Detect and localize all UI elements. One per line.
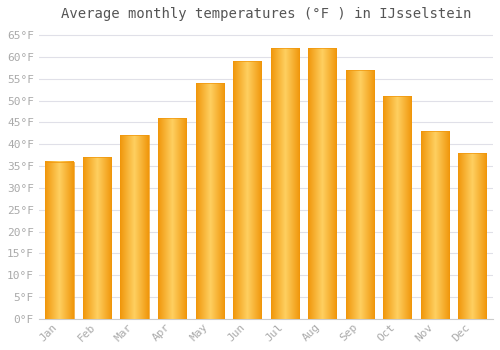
- Bar: [421, 131, 449, 319]
- Bar: [458, 153, 486, 319]
- Bar: [46, 162, 74, 319]
- Title: Average monthly temperatures (°F ) in IJsselstein: Average monthly temperatures (°F ) in IJ…: [60, 7, 471, 21]
- Bar: [120, 135, 148, 319]
- Bar: [196, 83, 224, 319]
- Bar: [383, 96, 412, 319]
- Bar: [346, 70, 374, 319]
- Bar: [158, 118, 186, 319]
- Bar: [83, 157, 111, 319]
- Bar: [270, 48, 299, 319]
- Bar: [308, 48, 336, 319]
- Bar: [233, 61, 261, 319]
